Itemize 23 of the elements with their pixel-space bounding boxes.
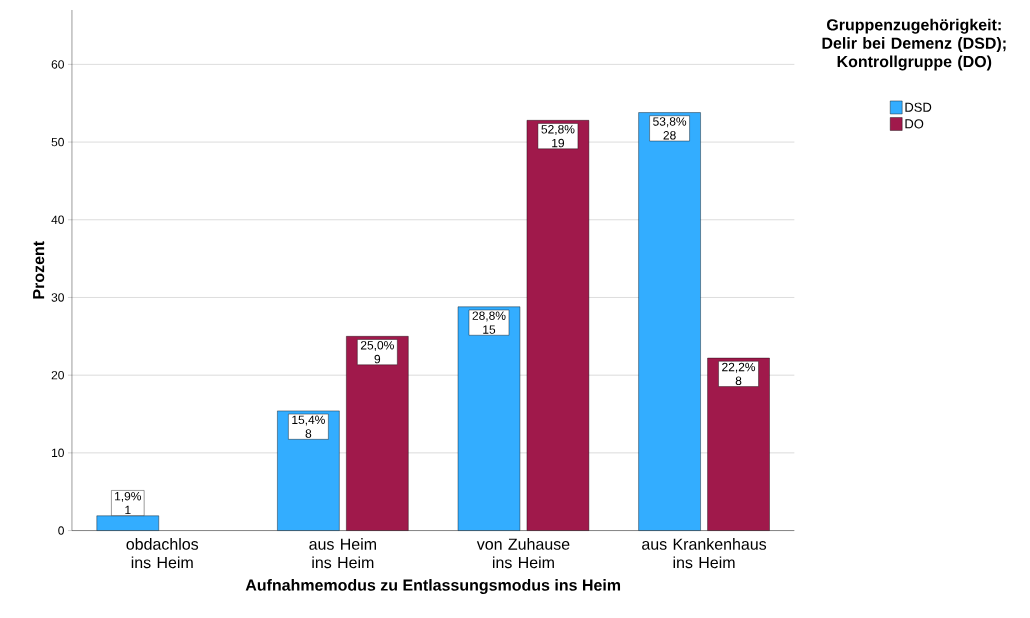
y-tick-label: 60	[51, 59, 64, 69]
data-label: 22,2% 8	[722, 362, 756, 385]
legend-title: Gruppenzugehörigkeit: Delir bei Demenz (DSD); Kontrollgruppe (DO)	[822, 18, 1006, 71]
data-label: 25,0% 9	[360, 340, 394, 364]
data-label: 52,8% 19	[541, 124, 575, 148]
y-axis-title: Prozent	[33, 240, 45, 299]
data-label: 1,9% 1	[115, 491, 142, 514]
x-axis-title: Aufnahmemodus zu Entlassungsmodus ins Heim	[245, 578, 621, 594]
data-label: 53,8% 28	[653, 117, 687, 140]
x-tick-label: aus Heim ins Heim	[309, 537, 376, 568]
y-tick-label: 10	[52, 448, 64, 457]
y-tick-label: 40	[51, 215, 64, 224]
x-tick-label: von Zuhause ins Heim	[476, 537, 570, 568]
legend-label: DO	[905, 118, 924, 129]
y-tick-label: 50	[51, 137, 64, 147]
y-tick-label: 0	[58, 526, 64, 535]
x-tick-label: aus Krankenhaus ins Heim	[642, 537, 767, 568]
data-label: 28,8% 15	[472, 311, 506, 334]
y-tick-label: 30	[51, 292, 64, 302]
legend-label: DSD	[905, 102, 932, 112]
x-tick-label: obdachlos ins Heim	[126, 537, 199, 568]
y-tick-label: 20	[51, 370, 64, 380]
data-label: 15,4% 8	[292, 415, 325, 438]
